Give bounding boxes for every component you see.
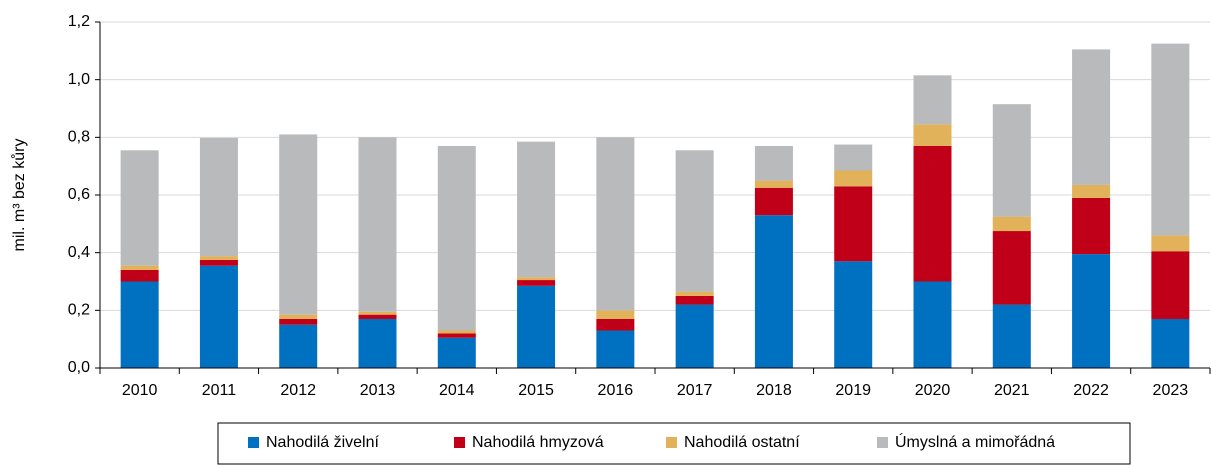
y-tick-label: 1,0 <box>68 71 90 88</box>
bar-segment <box>913 124 952 146</box>
bar-segment <box>992 104 1031 217</box>
x-tick-label: 2020 <box>915 382 951 399</box>
x-tick-label: 2019 <box>835 382 871 399</box>
bar-segment <box>279 324 318 368</box>
bar-segment <box>992 216 1031 232</box>
y-tick-label: 0,0 <box>68 359 90 376</box>
bar-segment <box>437 145 476 331</box>
bar-segment <box>437 337 476 368</box>
bar-segment <box>437 333 476 338</box>
bar-segment <box>834 261 873 368</box>
bar-segment <box>358 318 397 368</box>
bar-segment <box>1072 254 1111 368</box>
y-axis-label: mil. m³ bez kůry <box>10 139 28 252</box>
bar-segment <box>1072 197 1111 255</box>
y-tick-label: 0,4 <box>68 244 90 261</box>
bar-segment <box>199 265 238 368</box>
bar-segment <box>1072 49 1111 185</box>
x-tick-label: 2017 <box>677 382 713 399</box>
bar-segment <box>834 186 873 262</box>
bar-segment <box>1151 43 1190 236</box>
legend-swatch <box>877 437 888 448</box>
legend-label: Úmyslná a mimořádná <box>895 432 1055 451</box>
x-tick-label: 2011 <box>202 382 237 399</box>
bar-segment <box>913 145 952 282</box>
bar-segment <box>675 291 714 296</box>
legend-swatch <box>666 437 677 448</box>
bar-segment <box>913 75 952 125</box>
bar-segment <box>754 145 793 181</box>
bar-segment <box>279 314 318 319</box>
bar-segment <box>596 330 635 368</box>
x-tick-label: 2014 <box>439 382 475 399</box>
bar-segment <box>834 144 873 171</box>
bar-segment <box>120 281 159 368</box>
bar-segment <box>675 304 714 368</box>
y-tick-label: 0,8 <box>68 129 90 146</box>
x-tick-label: 2015 <box>518 382 554 399</box>
bar-segment <box>120 150 159 266</box>
x-tick-label: 2018 <box>756 382 792 399</box>
y-tick-label: 0,2 <box>68 302 90 319</box>
bar-segment <box>279 318 318 325</box>
x-tick-label: 2013 <box>360 382 396 399</box>
legend-swatch <box>454 437 465 448</box>
x-tick-label: 2016 <box>598 382 634 399</box>
x-tick-label: 2012 <box>280 382 316 399</box>
legend-box <box>217 422 1131 465</box>
bar-segment <box>992 304 1031 368</box>
x-tick-label: 2023 <box>1153 382 1189 399</box>
bar-segment <box>358 311 397 315</box>
bar-segment <box>754 180 793 188</box>
bar-segment <box>517 285 556 368</box>
bar-segment <box>517 280 556 286</box>
y-tick-label: 0,6 <box>68 186 90 203</box>
bar-segment <box>754 215 793 368</box>
bar-segment <box>1151 251 1190 319</box>
bar-segment <box>199 256 238 260</box>
bar-segment <box>1151 235 1190 252</box>
bar-segment <box>834 170 873 187</box>
bar-segment <box>120 265 159 270</box>
bar-segment <box>358 137 397 312</box>
x-tick-label: 2022 <box>1073 382 1109 399</box>
bar-segment <box>675 295 714 305</box>
x-tick-label: 2021 <box>994 382 1030 399</box>
bar-segment <box>279 134 318 315</box>
bar-segment <box>437 330 476 334</box>
bar-segment <box>358 314 397 319</box>
bar-segment <box>596 310 635 319</box>
bar-segment <box>1151 318 1190 368</box>
legend-label: Nahodilá hmyzová <box>472 434 604 451</box>
legend-label: Nahodilá ostatní <box>684 434 800 451</box>
bar-segment <box>596 318 635 331</box>
bar-segment <box>1072 184 1111 198</box>
bar-segment <box>517 277 556 281</box>
y-tick-label: 1,2 <box>68 13 90 30</box>
bar-segment <box>596 137 635 311</box>
x-tick-label: 2010 <box>122 382 158 399</box>
bar-segment <box>199 259 238 266</box>
bar-segment <box>199 137 238 257</box>
bar-segment <box>913 281 952 368</box>
legend-swatch <box>248 437 259 448</box>
bar-segment <box>992 231 1031 305</box>
bar-segment <box>517 141 556 278</box>
bar-segment <box>675 150 714 292</box>
bar-segment <box>754 187 793 216</box>
legend-label: Nahodilá živelní <box>266 434 380 451</box>
bar-segment <box>120 269 159 282</box>
